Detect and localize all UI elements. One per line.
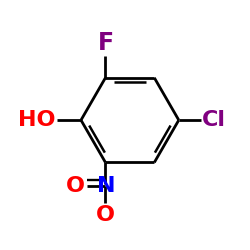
Text: O: O <box>66 176 85 196</box>
Text: HO: HO <box>18 110 56 130</box>
Text: F: F <box>98 30 114 54</box>
Text: Cl: Cl <box>202 110 226 130</box>
Text: O: O <box>96 205 115 225</box>
Text: N: N <box>98 176 116 196</box>
